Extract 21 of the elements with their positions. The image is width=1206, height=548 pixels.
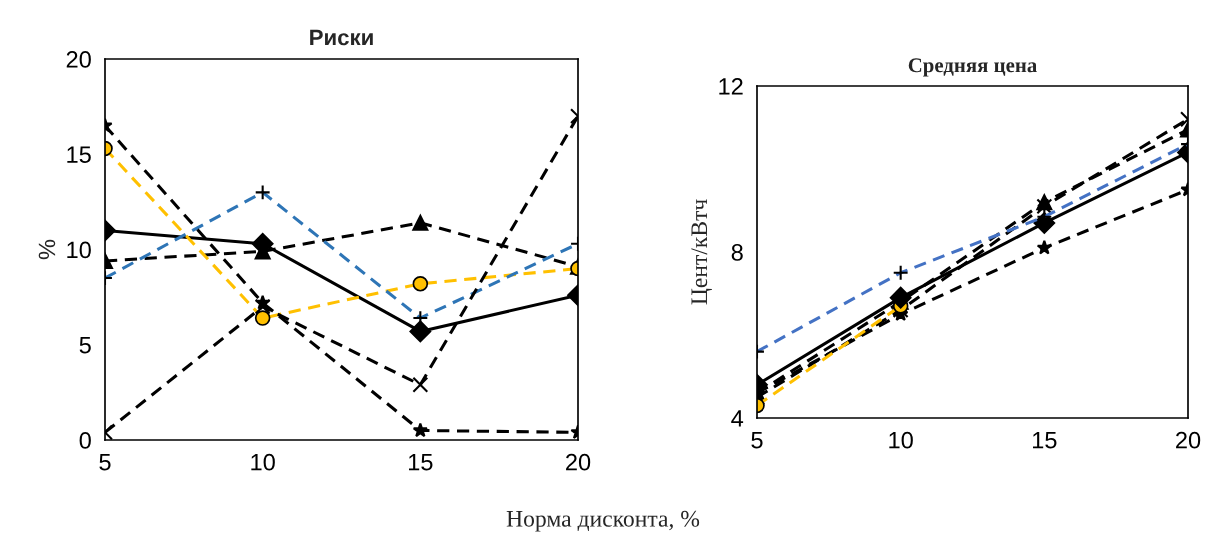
y-tick-label: 8 bbox=[731, 244, 743, 261]
y-tick-label: 20 bbox=[66, 51, 91, 68]
x-tick-label: 5 bbox=[99, 454, 111, 471]
y-tick-label: 4 bbox=[731, 410, 744, 427]
x-tick-label: 20 bbox=[566, 453, 591, 471]
x-tick-label: 15 bbox=[1033, 432, 1057, 449]
text: Норма дисконта, % bbox=[506, 510, 700, 532]
y-axis-title: % bbox=[38, 239, 56, 260]
y-axis-title: Цент/кВтч bbox=[691, 199, 712, 305]
y-tick-label: 5 bbox=[79, 337, 91, 354]
y-tick-label: 10 bbox=[67, 241, 91, 259]
chart-title: Средняя цена bbox=[908, 58, 1037, 77]
x-tick-label: 15 bbox=[409, 454, 433, 471]
chart-title: Риски bbox=[310, 29, 373, 46]
y-tick-label: 15 bbox=[67, 146, 91, 164]
x-tick-label: 5 bbox=[751, 432, 763, 449]
y-tick-label: 0 bbox=[79, 432, 91, 449]
y-tick-label: 12 bbox=[719, 78, 743, 95]
x-tick-label: 10 bbox=[889, 431, 913, 449]
x-tick-label: 20 bbox=[1176, 431, 1201, 449]
x-tick-label: 10 bbox=[251, 453, 275, 471]
